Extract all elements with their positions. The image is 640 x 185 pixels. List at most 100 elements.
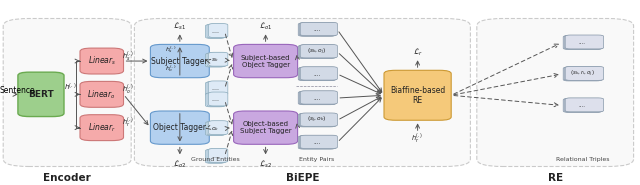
Text: $(s_k, r_i, o_j)$: $(s_k, r_i, o_j)$ [570, 69, 595, 79]
Text: Object Tagger: Object Tagger [154, 123, 206, 132]
FancyBboxPatch shape [565, 98, 604, 112]
FancyBboxPatch shape [18, 72, 64, 117]
FancyBboxPatch shape [80, 115, 124, 141]
FancyBboxPatch shape [3, 18, 131, 166]
FancyBboxPatch shape [565, 35, 604, 49]
FancyBboxPatch shape [300, 45, 337, 58]
Text: $\mathcal{L}_{r}$: $\mathcal{L}_{r}$ [413, 46, 422, 58]
Text: $\mathcal{L}_{s2}$: $\mathcal{L}_{s2}$ [259, 159, 272, 170]
FancyBboxPatch shape [300, 113, 337, 127]
FancyBboxPatch shape [564, 98, 603, 112]
Text: ....: .... [313, 140, 321, 145]
FancyBboxPatch shape [563, 67, 602, 81]
FancyBboxPatch shape [209, 23, 228, 37]
Text: Relational Triples: Relational Triples [556, 157, 609, 162]
FancyBboxPatch shape [205, 149, 225, 163]
Text: Sentence: Sentence [0, 86, 36, 95]
Text: Encoder: Encoder [44, 173, 91, 183]
FancyBboxPatch shape [564, 67, 603, 81]
FancyBboxPatch shape [207, 92, 227, 106]
FancyBboxPatch shape [209, 52, 228, 66]
FancyBboxPatch shape [207, 81, 227, 95]
Text: Subject-based
Object Tagger: Subject-based Object Tagger [241, 55, 291, 68]
FancyBboxPatch shape [563, 36, 602, 49]
FancyBboxPatch shape [298, 45, 335, 58]
Text: ....: .... [211, 97, 219, 102]
Text: ....: .... [211, 29, 219, 34]
Text: $h_o^{(.)}$: $h_o^{(.)}$ [122, 83, 135, 97]
FancyBboxPatch shape [300, 22, 337, 36]
Text: $s_k$: $s_k$ [211, 56, 219, 64]
FancyBboxPatch shape [298, 91, 335, 105]
FancyBboxPatch shape [205, 82, 225, 96]
Text: $h_s^{(.)}$: $h_s^{(.)}$ [122, 50, 135, 63]
Text: Entity Pairs: Entity Pairs [299, 157, 335, 162]
Text: $h_r^{(.)}$: $h_r^{(.)}$ [412, 132, 424, 146]
Text: $(s_k, o_j)$: $(s_k, o_j)$ [307, 47, 326, 57]
FancyBboxPatch shape [234, 44, 298, 78]
Text: ....: .... [313, 71, 321, 77]
Text: Biaffine-based
RE: Biaffine-based RE [390, 86, 445, 105]
Text: $h^{(.)}$: $h^{(.)}$ [64, 81, 77, 93]
FancyBboxPatch shape [207, 149, 227, 163]
Text: ....: .... [579, 40, 586, 45]
FancyBboxPatch shape [209, 92, 228, 106]
FancyBboxPatch shape [300, 91, 337, 104]
FancyBboxPatch shape [300, 23, 337, 36]
FancyBboxPatch shape [300, 135, 337, 149]
Text: RE: RE [548, 173, 563, 183]
Text: $(s_j, o_k)$: $(s_j, o_k)$ [307, 115, 326, 125]
FancyBboxPatch shape [205, 93, 225, 107]
Text: $h_r^{(.)}$: $h_r^{(.)}$ [122, 116, 135, 130]
FancyBboxPatch shape [300, 45, 337, 58]
Text: $\mathcal{L}_{s1}$: $\mathcal{L}_{s1}$ [173, 20, 186, 32]
Text: ....: .... [211, 154, 219, 159]
FancyBboxPatch shape [207, 53, 227, 67]
Text: BERT: BERT [28, 90, 54, 99]
FancyBboxPatch shape [300, 67, 337, 80]
FancyBboxPatch shape [300, 135, 337, 149]
Text: ....: .... [313, 27, 321, 32]
FancyBboxPatch shape [565, 66, 604, 80]
Text: $\mathit{Linear}_r$: $\mathit{Linear}_r$ [88, 121, 116, 134]
FancyBboxPatch shape [300, 113, 337, 126]
FancyBboxPatch shape [205, 53, 225, 67]
FancyBboxPatch shape [209, 81, 228, 95]
FancyBboxPatch shape [150, 111, 209, 144]
FancyBboxPatch shape [209, 121, 228, 135]
Text: Subject Tagger: Subject Tagger [152, 57, 208, 65]
Text: $o_k$: $o_k$ [211, 125, 220, 132]
FancyBboxPatch shape [205, 25, 225, 38]
Text: $h_o^{(.)}$: $h_o^{(.)}$ [165, 63, 177, 74]
FancyBboxPatch shape [384, 70, 451, 120]
FancyBboxPatch shape [564, 35, 603, 49]
Text: ....: .... [579, 103, 586, 108]
Text: $\mathit{Linear}_s$: $\mathit{Linear}_s$ [88, 55, 116, 67]
FancyBboxPatch shape [298, 23, 335, 36]
FancyBboxPatch shape [209, 148, 228, 162]
Text: $\mathit{Linear}_o$: $\mathit{Linear}_o$ [88, 88, 116, 101]
FancyBboxPatch shape [80, 48, 124, 74]
Text: ....: .... [313, 95, 321, 101]
FancyBboxPatch shape [150, 44, 209, 78]
FancyBboxPatch shape [234, 111, 298, 144]
FancyBboxPatch shape [298, 67, 335, 81]
FancyBboxPatch shape [300, 91, 337, 104]
FancyBboxPatch shape [207, 24, 227, 38]
FancyBboxPatch shape [205, 122, 225, 135]
FancyBboxPatch shape [300, 67, 337, 80]
FancyBboxPatch shape [298, 136, 335, 149]
FancyBboxPatch shape [298, 114, 335, 127]
Text: $h_s^{(.)}$: $h_s^{(.)}$ [165, 45, 177, 55]
FancyBboxPatch shape [134, 18, 470, 166]
FancyBboxPatch shape [80, 81, 124, 107]
Text: Object-based
Subject Tagger: Object-based Subject Tagger [240, 121, 291, 134]
Text: $\mathcal{L}_{o1}$: $\mathcal{L}_{o1}$ [259, 20, 273, 32]
Text: $\mathcal{L}_{o2}$: $\mathcal{L}_{o2}$ [173, 159, 187, 170]
FancyBboxPatch shape [563, 98, 602, 112]
FancyBboxPatch shape [207, 121, 227, 135]
Text: ....: .... [211, 86, 219, 91]
Text: BiEPE: BiEPE [285, 173, 319, 183]
FancyBboxPatch shape [477, 18, 634, 166]
Text: Ground Entities: Ground Entities [191, 157, 239, 162]
